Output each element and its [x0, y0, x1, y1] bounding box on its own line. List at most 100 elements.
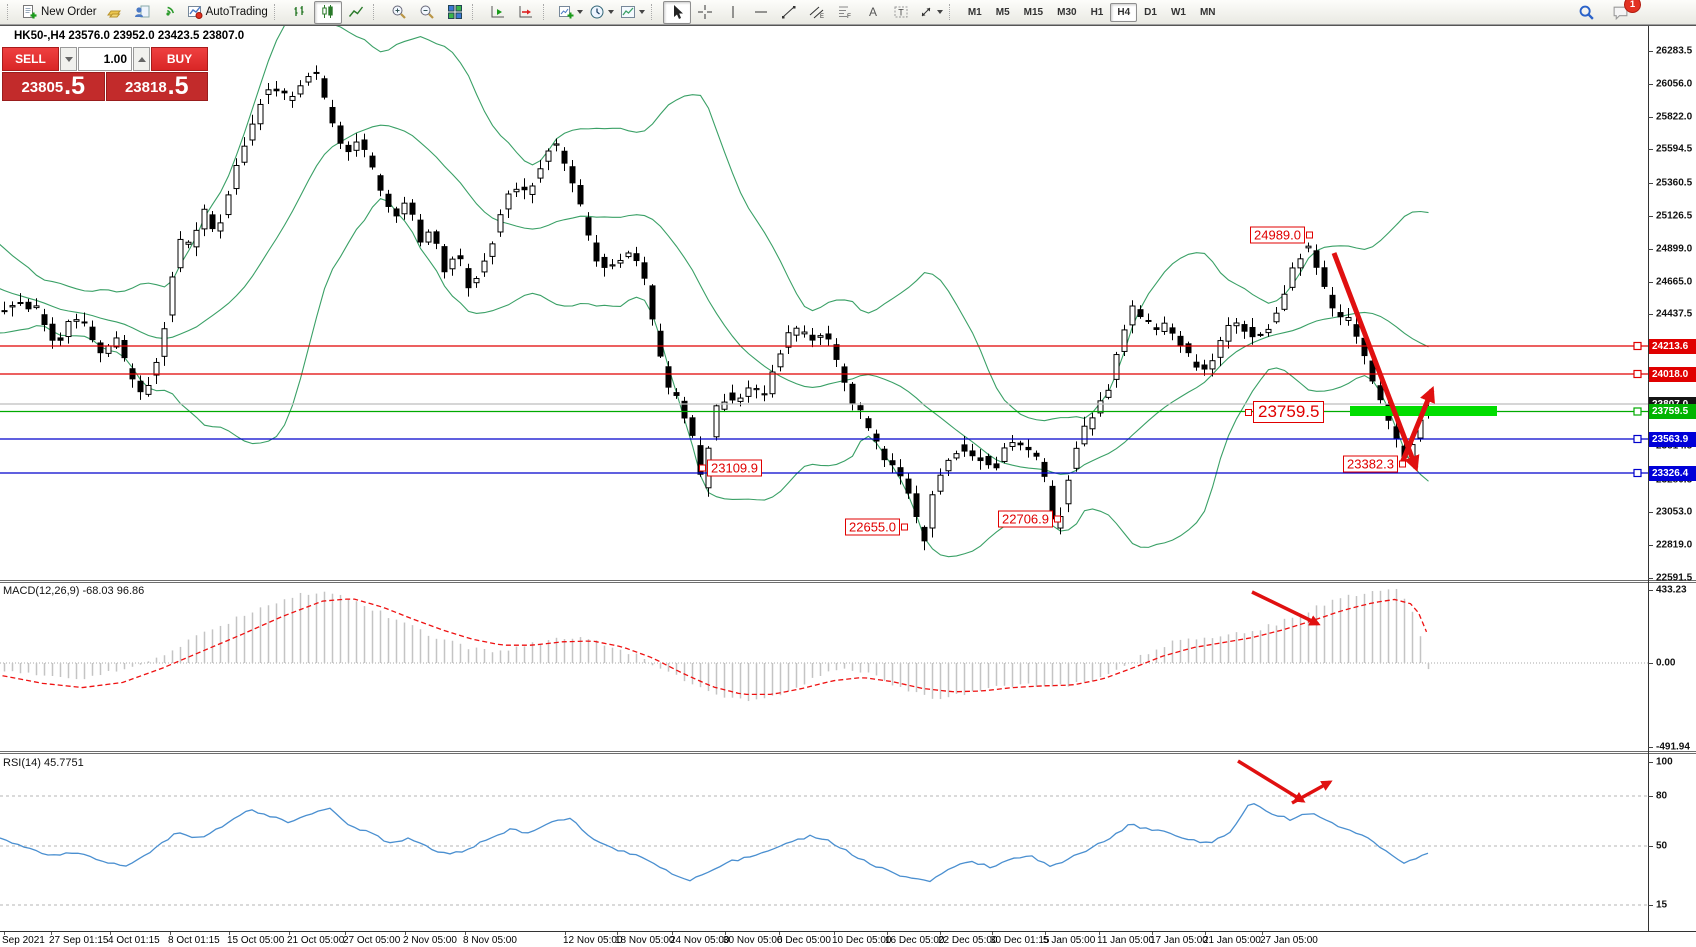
time-label: 18 Nov 05:00: [615, 935, 675, 946]
time-label: 27 Oct 05:00: [343, 935, 401, 946]
line-chart-mode-button[interactable]: [342, 1, 370, 24]
price-annotation[interactable]: 23109.9: [698, 459, 762, 477]
new-chart-button[interactable]: [555, 1, 586, 24]
arrows-icon: [921, 7, 931, 17]
macd-canvas[interactable]: [0, 583, 1648, 752]
axis-tick-mark: [1648, 183, 1653, 184]
axis-tick-label: 80: [1656, 790, 1668, 802]
sell-price[interactable]: 23805 .5: [2, 72, 105, 101]
buy-price[interactable]: 23818 .5: [105, 72, 208, 101]
axis-tick-mark: [1648, 512, 1653, 513]
auto-scroll-icon: [491, 6, 504, 18]
timeframe-button-MN[interactable]: MN: [1199, 6, 1216, 18]
chart-title: HK50-,H4 23576.0 23952.0 23423.5 23807.0: [14, 30, 245, 42]
price-annotation[interactable]: 23759.5: [1244, 401, 1325, 423]
candlestick-mode-button[interactable]: [313, 0, 342, 24]
sell-button[interactable]: SELL: [2, 47, 59, 71]
panel-divider[interactable]: [0, 751, 1696, 755]
time-tick: [4, 932, 5, 935]
timeframe-button-H1[interactable]: H1: [1090, 6, 1104, 18]
price-annotation[interactable]: 23382.3: [1343, 455, 1407, 473]
notifications-button[interactable]: 1: [1606, 0, 1641, 24]
timeframe-button-M15[interactable]: M15: [1023, 6, 1044, 18]
auto-scroll-button[interactable]: [484, 1, 512, 24]
time-label: 21 Jan 05:00: [1203, 935, 1261, 946]
price-annotation-text: 24989.0: [1250, 226, 1305, 244]
history-center-button[interactable]: [100, 1, 128, 24]
trendline-tool-button[interactable]: [775, 1, 803, 24]
profile-button[interactable]: [128, 1, 156, 24]
main-chart-canvas[interactable]: [0, 26, 1648, 580]
text-tool-button[interactable]: A: [859, 1, 887, 24]
search-button[interactable]: [1572, 1, 1600, 24]
gold-bar-icon: [106, 10, 121, 18]
new-order-button[interactable]: New Order: [19, 1, 100, 24]
time-label: 16 Dec 05:00: [885, 935, 945, 946]
timeframe-button-M5[interactable]: M5: [995, 6, 1010, 18]
axis-tick-mark: [1648, 905, 1653, 906]
axis-tick-mark: [1648, 249, 1653, 250]
rsi-canvas[interactable]: [0, 755, 1648, 931]
time-tick: [110, 932, 111, 935]
time-axis[interactable]: Sep 2021 27 Sep 01:15 4 Oct 01:15 8 Oct 01:…: [0, 931, 1696, 947]
axis-tick-label: 24899.0: [1656, 243, 1693, 255]
tile-windows-icon: [447, 5, 462, 19]
axis-tick-mark: [1648, 480, 1653, 481]
templates-button[interactable]: [617, 1, 648, 24]
time-tick: [345, 932, 346, 935]
tile-windows-button[interactable]: [441, 1, 469, 24]
time-label: 8 Oct 01:15: [168, 935, 220, 946]
text-label-tool-button[interactable]: T: [887, 1, 915, 24]
vertical-line-tool-button[interactable]: [719, 1, 747, 24]
timeframe-button-H4[interactable]: H4: [1110, 2, 1138, 22]
timeframe-button-M1[interactable]: M1: [967, 6, 982, 18]
timeframe-button-M30[interactable]: M30: [1057, 6, 1077, 18]
axis-tick-label: 433.23: [1656, 584, 1687, 596]
axis-tick-mark: [1648, 578, 1653, 579]
chevron-down-icon: [638, 10, 645, 14]
toolbar-grip[interactable]: [372, 4, 381, 20]
price-annotation[interactable]: 22706.9: [998, 510, 1062, 528]
volume-decrease-button[interactable]: [60, 47, 77, 71]
panel-divider[interactable]: [0, 580, 1696, 584]
axis-tick-mark: [1648, 663, 1653, 664]
horizontal-line-tool-button[interactable]: [747, 1, 775, 24]
arrows-tool-button[interactable]: [915, 1, 946, 24]
chart-shift-button[interactable]: [512, 1, 540, 24]
periods-button[interactable]: [586, 1, 617, 24]
toolbar-grip[interactable]: [542, 4, 551, 20]
time-label: 27 Jan 05:00: [1260, 935, 1318, 946]
price-annotation[interactable]: 24989.0: [1250, 226, 1314, 244]
axis-tick-mark: [1648, 117, 1653, 118]
buy-button[interactable]: BUY: [151, 47, 208, 71]
toolbar-grip[interactable]: [948, 4, 957, 20]
text-icon: A: [869, 5, 877, 19]
cursor-tool-button[interactable]: [662, 0, 691, 24]
bar-chart-mode-button[interactable]: [286, 1, 314, 24]
crosshair-tool-button[interactable]: [691, 1, 719, 24]
volume-input[interactable]: [78, 47, 132, 71]
time-tick: [289, 932, 290, 935]
price-annotation[interactable]: 22655.0: [845, 518, 909, 536]
timeframe-button-W1[interactable]: W1: [1170, 6, 1186, 18]
clock-icon: [590, 5, 604, 19]
toolbar-grip[interactable]: [273, 4, 282, 20]
time-label: 27 Sep 01:15: [49, 935, 109, 946]
toolbar-grip[interactable]: [7, 4, 15, 20]
zoom-in-button[interactable]: [385, 1, 413, 24]
signals-button[interactable]: [156, 1, 184, 24]
timeframe-button-D1[interactable]: D1: [1144, 6, 1157, 18]
anchor-square: [1245, 408, 1252, 416]
autotrading-button[interactable]: AutoTrading: [184, 1, 271, 24]
price-annotation-text: 22655.0: [845, 518, 900, 536]
axis-tick-mark: [1648, 747, 1653, 748]
volume-increase-button[interactable]: [133, 47, 150, 71]
time-tick: [940, 932, 941, 935]
time-label: 2 Nov 05:00: [403, 935, 457, 946]
zoom-out-button[interactable]: [413, 1, 441, 24]
toolbar-grip[interactable]: [650, 4, 659, 20]
channel-tool-button[interactable]: E: [803, 1, 831, 24]
toolbar-grip[interactable]: [471, 4, 480, 20]
fibonacci-tool-button[interactable]: F: [831, 1, 859, 24]
template-icon: [620, 6, 635, 18]
